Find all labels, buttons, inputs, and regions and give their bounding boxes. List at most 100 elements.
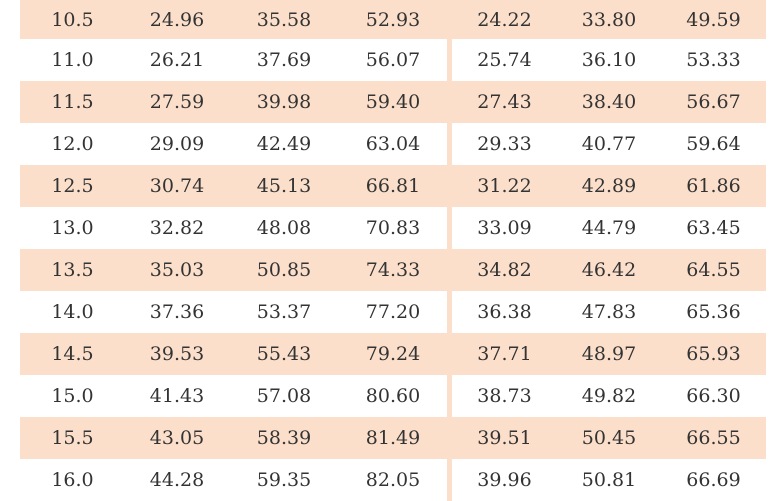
table-cell: 82.05 xyxy=(365,469,421,491)
table-cell: 81.49 xyxy=(365,427,421,449)
row-key-cell: 11.0 xyxy=(51,49,94,71)
table-cell: 36.38 xyxy=(477,301,532,323)
table-cell: 57.08 xyxy=(256,385,312,407)
table-cell: 39.98 xyxy=(256,91,312,113)
column-divider xyxy=(447,81,452,123)
table-cell: 32.82 xyxy=(149,217,205,239)
row-key-cell: 12.5 xyxy=(51,175,94,197)
table-row: 11.5 27.59 39.98 59.40 27.43 38.40 56.67 xyxy=(20,81,766,123)
table-cell: 39.53 xyxy=(149,343,205,365)
table-cell: 30.74 xyxy=(149,175,205,197)
table-cell: 77.20 xyxy=(365,301,421,323)
column-divider xyxy=(447,375,452,417)
column-divider xyxy=(447,249,452,291)
table-row: 11.0 26.21 37.69 56.07 25.74 36.10 53.33 xyxy=(20,39,766,81)
table-cell: 56.67 xyxy=(686,91,741,113)
table-cell: 74.33 xyxy=(365,259,421,281)
table-cell: 27.59 xyxy=(149,91,205,113)
table-cell: 53.37 xyxy=(256,301,312,323)
table-row: 13.0 32.82 48.08 70.83 33.09 44.79 63.45 xyxy=(20,207,766,249)
row-key-cell: 14.0 xyxy=(51,301,94,323)
column-divider xyxy=(447,333,452,375)
table-cell: 53.33 xyxy=(686,49,741,71)
table-cell: 39.96 xyxy=(477,469,532,491)
column-divider xyxy=(447,291,452,333)
table-cell: 49.59 xyxy=(686,8,741,31)
row-key-cell: 15.5 xyxy=(51,427,94,449)
table-cell: 65.36 xyxy=(686,301,741,323)
column-divider xyxy=(447,459,452,501)
table-cell: 58.39 xyxy=(256,427,312,449)
table-cell: 70.83 xyxy=(365,217,421,239)
table-cell: 38.40 xyxy=(581,91,637,113)
row-key-cell: 10.5 xyxy=(51,8,94,31)
table-cell: 26.21 xyxy=(149,49,205,71)
column-divider xyxy=(447,0,452,39)
table-cell: 36.10 xyxy=(581,49,637,71)
table-cell: 37.71 xyxy=(477,343,532,365)
table-row: 12.0 29.09 42.49 63.04 29.33 40.77 59.64 xyxy=(20,123,766,165)
column-divider xyxy=(447,417,452,459)
table-cell: 37.36 xyxy=(149,301,205,323)
table-cell: 33.09 xyxy=(477,217,532,239)
table-cell: 34.82 xyxy=(477,259,532,281)
row-key-cell: 13.0 xyxy=(51,217,94,239)
table-cell: 44.79 xyxy=(581,217,637,239)
data-table: 10.5 24.96 35.58 52.93 24.22 33.80 49.59 11.0 26… xyxy=(20,0,766,501)
column-divider xyxy=(447,165,452,207)
table-cell: 43.05 xyxy=(149,427,205,449)
table-cell: 65.93 xyxy=(686,343,741,365)
table-cell: 66.30 xyxy=(686,385,741,407)
table-cell: 41.43 xyxy=(149,385,205,407)
table-cell: 35.03 xyxy=(149,259,205,281)
table-cell: 50.45 xyxy=(581,427,637,449)
table-cell: 31.22 xyxy=(477,175,532,197)
table-cell: 33.80 xyxy=(581,8,637,31)
table-cell: 40.77 xyxy=(581,133,637,155)
table-cell: 35.58 xyxy=(256,8,312,31)
table-row: 14.5 39.53 55.43 79.24 37.71 48.97 65.93 xyxy=(20,333,766,375)
table-cell: 44.28 xyxy=(149,469,205,491)
table-cell: 37.69 xyxy=(256,49,312,71)
table-cell: 50.85 xyxy=(256,259,312,281)
table-cell: 55.43 xyxy=(256,343,312,365)
table-cell: 48.08 xyxy=(256,217,312,239)
table-row: 16.0 44.28 59.35 82.05 39.96 50.81 66.69 xyxy=(20,459,766,501)
column-divider xyxy=(447,123,452,165)
row-key-cell: 15.0 xyxy=(51,385,94,407)
table-cell: 24.22 xyxy=(477,8,532,31)
table-cell: 29.33 xyxy=(477,133,532,155)
table-cell: 25.74 xyxy=(477,49,532,71)
table-cell: 64.55 xyxy=(686,259,741,281)
table-cell: 38.73 xyxy=(477,385,532,407)
column-divider xyxy=(447,39,452,81)
table-cell: 56.07 xyxy=(365,49,421,71)
table-cell: 42.49 xyxy=(256,133,312,155)
table-cell: 79.24 xyxy=(365,343,421,365)
table-cell: 24.96 xyxy=(149,8,205,31)
table-cell: 66.81 xyxy=(365,175,421,197)
table-cell: 80.60 xyxy=(365,385,421,407)
table-row: 10.5 24.96 35.58 52.93 24.22 33.80 49.59 xyxy=(20,0,766,39)
row-key-cell: 13.5 xyxy=(51,259,94,281)
table-cell: 50.81 xyxy=(581,469,637,491)
table-cell: 48.97 xyxy=(581,343,637,365)
table-row: 15.5 43.05 58.39 81.49 39.51 50.45 66.55 xyxy=(20,417,766,459)
table-cell: 59.40 xyxy=(365,91,421,113)
table-cell: 63.45 xyxy=(686,217,741,239)
table-row: 14.0 37.36 53.37 77.20 36.38 47.83 65.36 xyxy=(20,291,766,333)
table-row: 13.5 35.03 50.85 74.33 34.82 46.42 64.55 xyxy=(20,249,766,291)
table-cell: 59.64 xyxy=(686,133,741,155)
row-key-cell: 12.0 xyxy=(51,133,94,155)
table-row: 12.5 30.74 45.13 66.81 31.22 42.89 61.86 xyxy=(20,165,766,207)
table-cell: 49.82 xyxy=(581,385,637,407)
table-cell: 29.09 xyxy=(149,133,205,155)
column-divider xyxy=(447,207,452,249)
table-cell: 45.13 xyxy=(256,175,312,197)
table-cell: 63.04 xyxy=(365,133,421,155)
table-cell: 66.69 xyxy=(686,469,741,491)
row-key-cell: 14.5 xyxy=(51,343,94,365)
table-cell: 61.86 xyxy=(686,175,741,197)
table-cell: 59.35 xyxy=(256,469,312,491)
table-cell: 27.43 xyxy=(477,91,532,113)
